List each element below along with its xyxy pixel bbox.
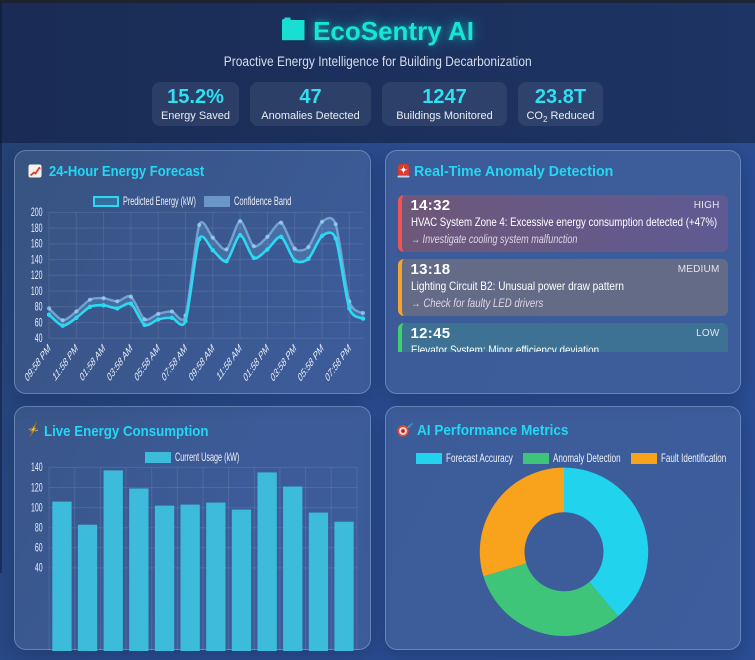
svg-text:40: 40 bbox=[35, 562, 43, 575]
svg-text:09:58 AM: 09:58 AM bbox=[188, 342, 216, 385]
svg-text:120: 120 bbox=[31, 482, 43, 495]
svg-text:01:58 PM: 01:58 PM bbox=[242, 342, 271, 385]
svg-text:03:58 AM: 03:58 AM bbox=[106, 342, 134, 385]
svg-text:09:58 PM: 09:58 PM bbox=[24, 342, 53, 385]
svg-text:07:58 PM: 07:58 PM bbox=[324, 342, 353, 385]
svg-text:100: 100 bbox=[31, 285, 43, 298]
svg-text:11:58 PM: 11:58 PM bbox=[51, 342, 79, 385]
svg-text:160: 160 bbox=[31, 238, 43, 251]
svg-text:05:58 AM: 05:58 AM bbox=[133, 342, 161, 385]
svg-text:05:58 PM: 05:58 PM bbox=[297, 342, 326, 385]
svg-text:100: 100 bbox=[31, 502, 43, 515]
svg-text:60: 60 bbox=[35, 317, 43, 330]
svg-text:140: 140 bbox=[31, 254, 43, 267]
svg-text:80: 80 bbox=[35, 301, 43, 314]
svg-text:40: 40 bbox=[35, 332, 43, 345]
svg-text:180: 180 bbox=[31, 222, 43, 235]
svg-text:11:58 AM: 11:58 AM bbox=[216, 342, 244, 384]
svg-text:140: 140 bbox=[31, 461, 43, 474]
svg-text:80: 80 bbox=[35, 522, 43, 535]
svg-text:200: 200 bbox=[31, 206, 43, 219]
svg-text:120: 120 bbox=[31, 269, 43, 282]
svg-text:01:58 AM: 01:58 AM bbox=[79, 342, 107, 385]
svg-text:60: 60 bbox=[35, 542, 43, 555]
svg-text:07:58 AM: 07:58 AM bbox=[160, 342, 188, 385]
svg-text:03:58 PM: 03:58 PM bbox=[269, 342, 298, 385]
